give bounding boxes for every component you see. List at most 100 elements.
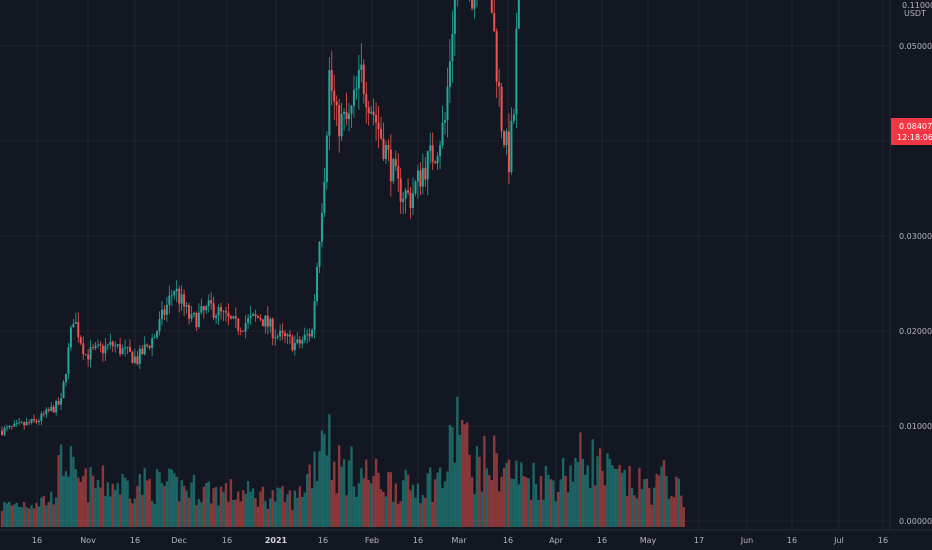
time-tick-label: 16 [318,536,328,545]
time-tick-label: 16 [32,536,42,545]
volume-bar [505,462,508,527]
candle-body [298,339,301,344]
volume-bar [13,504,16,527]
volume-bar [234,499,238,527]
volume-bar [495,453,498,527]
volume-bar [394,483,397,527]
volume-bar [677,478,681,527]
volume-bar [320,430,324,527]
volume-bar [296,497,299,527]
candles [1,0,520,437]
volume-bar [633,495,636,527]
time-tick-label: 16 [878,536,888,545]
volume-bar [372,475,375,527]
time-axis[interactable]: 16 Nov 16 Dec 16 2021 16 Feb 16 Mar 16 Apr 16 May 17 Ju… [0,529,932,545]
volume-bar [123,477,127,527]
candle-body [249,315,252,318]
volume-bar [611,465,614,527]
candle-body [77,321,80,338]
candle-body [173,291,176,296]
volume-bar [190,482,193,527]
candle-body [357,69,360,89]
volume-bar [483,435,486,527]
volume-bar [355,497,358,527]
volume-bar [118,494,122,527]
candle-body [190,314,193,319]
candle-body [301,340,304,344]
candle-body [156,331,159,338]
candle-body [377,122,380,130]
candle-body [306,333,309,335]
candle-body [362,64,365,95]
volume-bar [195,505,198,527]
volume-bar [515,460,518,527]
volume-bar [406,474,410,527]
volume-bar [281,486,284,527]
volume-bar [143,468,146,527]
volume-bar [3,502,6,527]
volume-bar [473,493,476,527]
candle-body [210,300,213,304]
candle-body [507,131,510,173]
candle-body [136,356,139,364]
candle-body [436,156,439,164]
candle-body [111,341,114,347]
price-tag-background [891,118,932,145]
price-tag-countdown: 12:18:06 [897,133,932,142]
volume-bars [0,396,685,527]
candle-body [126,346,129,348]
volume-bar [20,507,23,527]
volume-bar [69,446,73,527]
candle-body [394,159,397,167]
grid [0,0,890,530]
volume-bar [138,473,142,527]
volume-bar [185,490,188,527]
candle-body [175,288,178,292]
volume-bar [57,455,60,527]
price-tick-label: 0.02000 [899,327,932,336]
candle-body [119,344,122,355]
volume-bar [470,477,474,527]
candle-body [234,316,237,319]
candle-body [28,421,31,423]
volume-bar [606,453,609,527]
candle-body [131,351,134,363]
volume-bar [650,504,653,527]
volume-bar [340,466,343,527]
time-tick-label: Mar [451,536,467,545]
volume-bar [542,499,545,527]
volume-bar [298,486,301,527]
candle-body [160,309,163,319]
volume-bar [392,501,395,527]
candle-body [419,170,422,187]
candle-body [82,343,85,355]
candle-body [116,344,119,346]
price-axis[interactable]: USDT 0.100000.090000.080000.070000.06000… [889,0,932,530]
volume-bar [15,502,18,527]
candle-body [325,135,328,183]
volume-bar [561,458,565,527]
candle-body [237,318,240,331]
time-tick-label: Jul [833,536,844,545]
candle-body [407,190,410,193]
volume-bar [308,464,311,527]
volume-bar [111,483,114,527]
candle-body [495,31,498,82]
candle-body [328,70,331,136]
candle-body [62,381,65,399]
volume-bar [315,481,319,527]
candle-body [360,64,363,70]
volume-bar [512,478,516,527]
candle-body [252,314,255,316]
volume-bar [301,496,304,527]
candle-body [30,418,33,423]
volume-bar [441,487,444,527]
volume-bar [682,507,685,527]
time-tick-label: 16 [222,536,232,545]
candle-body [256,315,259,318]
candle-body [397,166,400,179]
volume-bar [219,486,223,527]
volume-bar [237,491,240,527]
candle-body [197,312,200,328]
